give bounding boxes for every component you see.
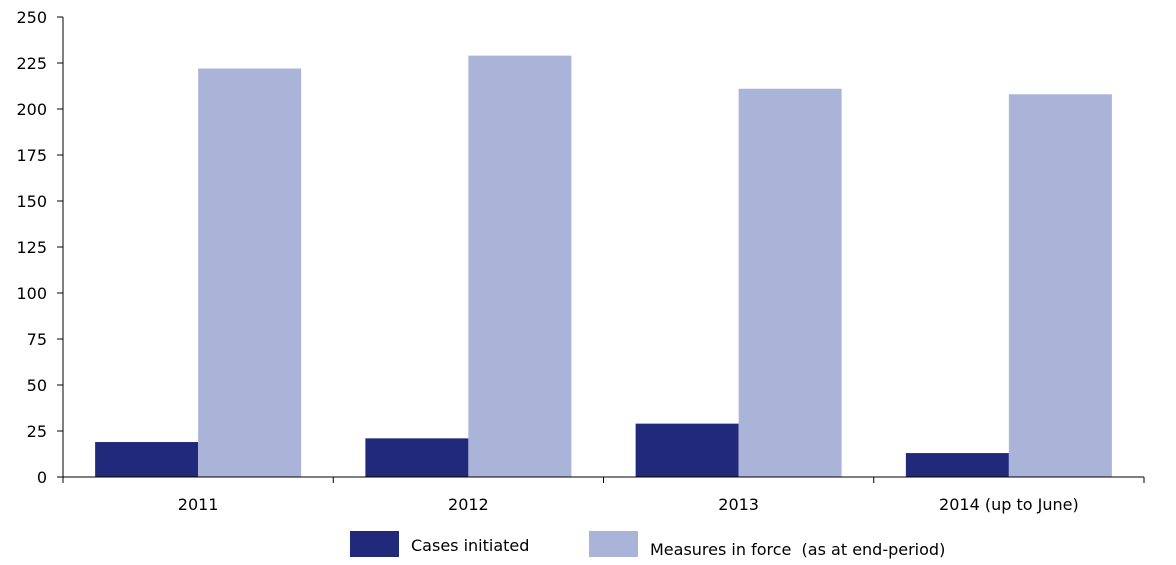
y-tick-label: 50 [27, 376, 47, 395]
y-tick-label: 250 [16, 8, 47, 27]
x-category-label: 2014 (up to June) [939, 495, 1079, 514]
y-tick-label: 75 [27, 330, 47, 349]
legend-label: Cases initiated [411, 536, 529, 555]
y-tick-label: 175 [16, 146, 47, 165]
bars-layer [95, 55, 1112, 478]
bar-measures-in-force-3 [1008, 94, 1112, 477]
y-tick-label: 225 [16, 54, 47, 73]
x-category-label: 2013 [718, 495, 759, 514]
legend-label: Measures in force (as at end-period) [650, 540, 945, 559]
y-tick-label: 150 [16, 192, 47, 211]
bar-measures-in-force-1 [468, 55, 572, 477]
y-tick-label: 100 [16, 284, 47, 303]
legend-swatch [589, 531, 638, 557]
x-category-label: 2011 [178, 495, 219, 514]
y-tick-label: 125 [16, 238, 47, 257]
bar-cases-initiated-2 [635, 423, 739, 477]
y-tick-label: 25 [27, 422, 47, 441]
bar-measures-in-force-2 [738, 88, 842, 477]
legend-swatch [350, 531, 399, 557]
bar-cases-initiated-3 [905, 453, 1009, 477]
y-tick-label: 200 [16, 100, 47, 119]
bar-cases-initiated-0 [95, 442, 199, 477]
legend: Cases initiated Measures in force (as at … [350, 531, 945, 559]
x-category-label: 2012 [448, 495, 489, 514]
bar-measures-in-force-0 [198, 68, 302, 478]
axes-layer: 0 25 50 75 100 125 150 175 200 225 250 2011 2012 2013… [16, 8, 1145, 514]
bar-cases-initiated-1 [365, 438, 469, 477]
y-tick-label: 0 [37, 468, 47, 487]
